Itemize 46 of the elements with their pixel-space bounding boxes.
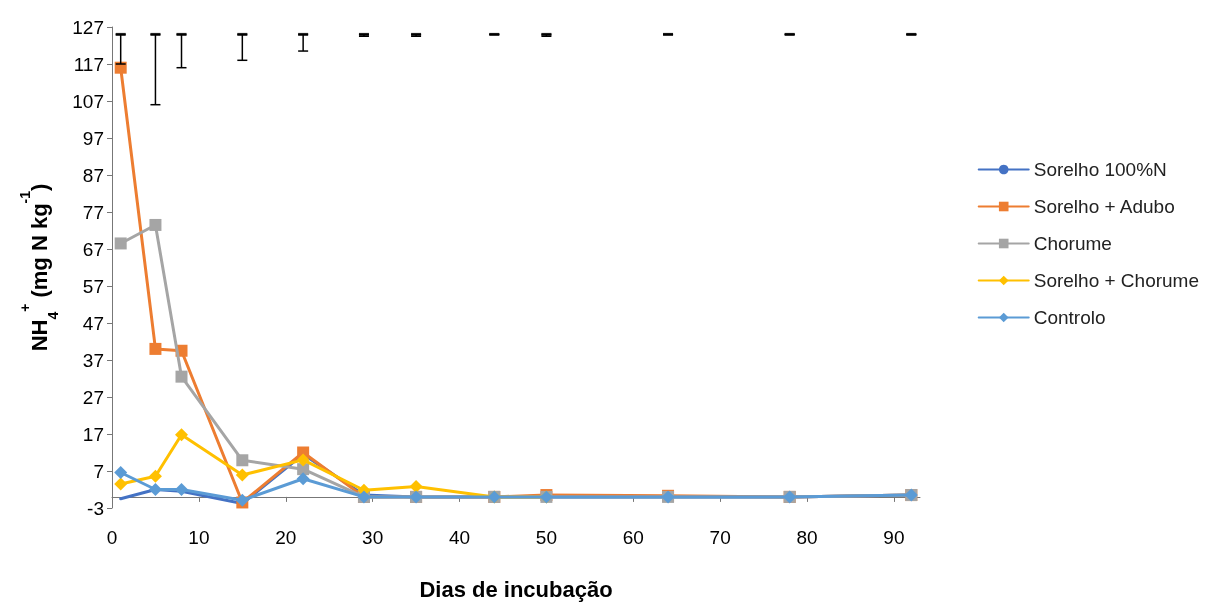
y-tick-label: 117 bbox=[73, 53, 104, 75]
y-tick-label: 67 bbox=[82, 238, 104, 260]
y-tick-label: 87 bbox=[82, 164, 104, 186]
y-tick-label: 27 bbox=[82, 386, 104, 408]
y-tick-label: 107 bbox=[72, 90, 104, 112]
y-tick-label: 57 bbox=[82, 275, 104, 297]
legend-label: Controlo bbox=[1033, 307, 1106, 328]
point bbox=[175, 370, 188, 383]
x-tick-label: 0 bbox=[106, 527, 118, 548]
legend-label: Sorelho + Chorume bbox=[1033, 270, 1200, 291]
x-tick-label: 50 bbox=[535, 527, 557, 548]
point bbox=[235, 468, 249, 482]
x-tick-label: 80 bbox=[796, 527, 818, 548]
y-tick-label: -3 bbox=[87, 497, 104, 519]
point bbox=[149, 218, 162, 231]
y-tick-label: 7 bbox=[93, 460, 104, 482]
y-tick-label: 127 bbox=[72, 16, 104, 38]
x-tick-label: 90 bbox=[883, 527, 905, 548]
legend-label: Chorume bbox=[1033, 233, 1112, 254]
x-tick-label: 20 bbox=[275, 527, 297, 548]
point bbox=[296, 472, 310, 486]
point bbox=[175, 428, 189, 442]
point bbox=[114, 465, 128, 479]
x-axis-title: Dias de incubação bbox=[419, 576, 613, 602]
x-tick-label: 10 bbox=[188, 527, 210, 548]
y-tick-label: 17 bbox=[82, 423, 104, 445]
legend-label: Sorelho 100%N bbox=[1033, 159, 1167, 180]
y-axis-title: NH4+ (mg N kg-1) bbox=[17, 183, 61, 352]
legend-label: Sorelho + Adubo bbox=[1033, 196, 1175, 217]
y-tick-label: 97 bbox=[82, 127, 104, 149]
y-tick-label: 37 bbox=[82, 349, 104, 371]
point bbox=[296, 453, 310, 467]
x-tick-label: 60 bbox=[622, 527, 644, 548]
y-tick-label: 77 bbox=[82, 201, 104, 223]
point bbox=[236, 454, 249, 467]
x-tick-label: 40 bbox=[448, 527, 471, 548]
point bbox=[114, 237, 127, 250]
point bbox=[149, 342, 162, 355]
x-tick-label: 30 bbox=[362, 527, 384, 548]
point bbox=[409, 480, 423, 494]
point bbox=[148, 483, 162, 496]
point bbox=[114, 477, 128, 491]
point bbox=[175, 483, 189, 496]
y-tick-label: 47 bbox=[82, 312, 104, 334]
point bbox=[148, 469, 162, 483]
x-tick-label: 70 bbox=[709, 527, 731, 548]
